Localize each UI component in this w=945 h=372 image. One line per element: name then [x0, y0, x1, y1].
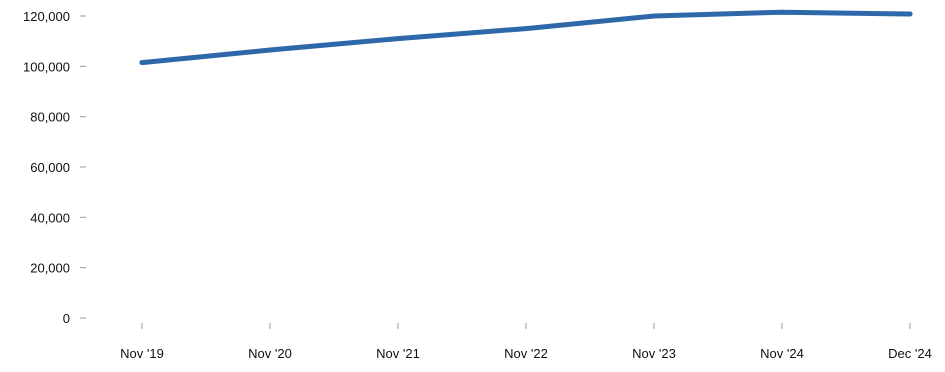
series-layer [139, 9, 913, 66]
x-tick-label: Dec '24 [888, 346, 932, 361]
y-tick-label: 20,000 [30, 261, 70, 276]
x-tick-label: Nov '20 [248, 346, 292, 361]
data-point [395, 36, 401, 42]
y-tick-label: 0 [63, 311, 70, 326]
data-point [651, 13, 657, 19]
data-point [779, 9, 785, 15]
y-tick-label: 40,000 [30, 210, 70, 225]
series-line [139, 9, 913, 66]
y-tick-label: 80,000 [30, 110, 70, 125]
x-axis: Nov '19 Nov '20 Nov '21 Nov '22 Nov '23 Nov '… [120, 323, 932, 361]
data-point [267, 47, 273, 53]
y-tick-label: 120,000 [23, 9, 70, 24]
x-tick-label: Nov '22 [504, 346, 548, 361]
data-point [523, 26, 529, 32]
y-tick-label: 60,000 [30, 160, 70, 175]
x-tick-label: Nov '21 [376, 346, 420, 361]
x-tick-label: Nov '24 [760, 346, 804, 361]
y-tick-label: 100,000 [23, 59, 70, 74]
y-axis: 0 20,000 40,000 60,000 80,000 100,000 120,000 [23, 9, 86, 326]
x-tick-label: Nov '19 [120, 346, 164, 361]
data-point [907, 11, 913, 17]
x-tick-label: Nov '23 [632, 346, 676, 361]
data-point [139, 60, 145, 66]
